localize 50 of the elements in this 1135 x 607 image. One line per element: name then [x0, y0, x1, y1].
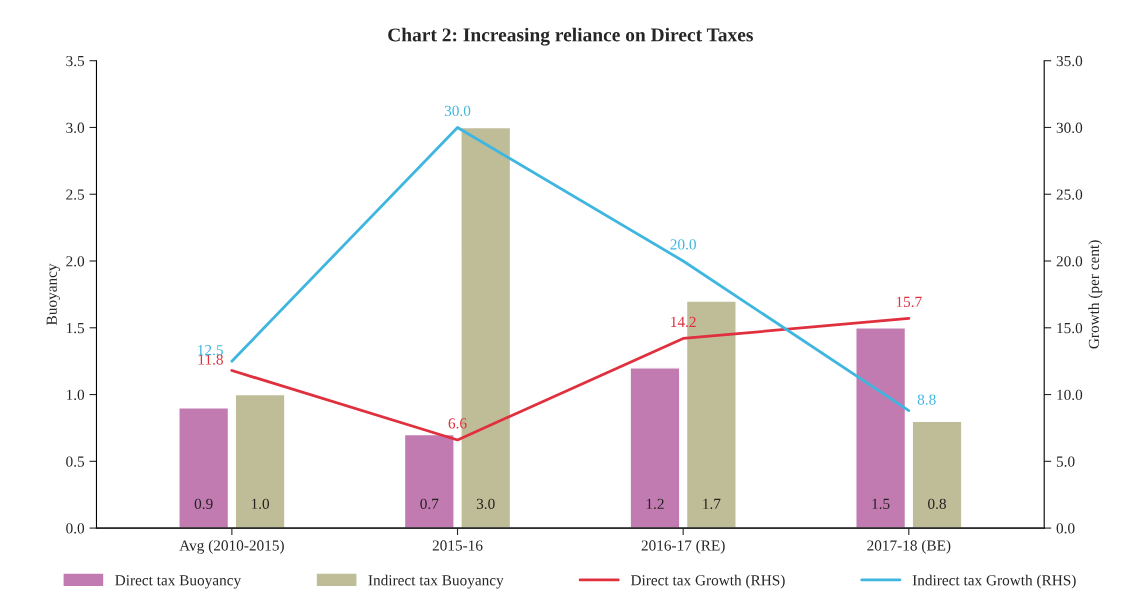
data-label: 14.2 — [671, 316, 696, 328]
x-tick-label: 2016-17 (RE) — [641, 539, 725, 554]
data-label: 0.7 — [420, 498, 439, 510]
data-label: 30.0 — [444, 105, 471, 117]
y-tick-label: 0.5 — [66, 456, 85, 467]
y-tick-label: 2.5 — [66, 189, 85, 200]
y2-tick-label: 5.0 — [1056, 456, 1075, 467]
data-label: 3.0 — [476, 498, 495, 510]
bar — [911, 420, 963, 529]
y2-tick-label: 15.0 — [1057, 322, 1083, 334]
y-tick-label: 1.5 — [66, 322, 85, 334]
y2-tick-label: 20.0 — [1056, 256, 1083, 267]
y-tick-label: 3.0 — [66, 122, 85, 133]
x-tick-label: 2015-16 — [432, 540, 483, 551]
y-tick-label: 1.0 — [66, 389, 85, 401]
x-tick-label: Avg (2010-2015) — [179, 539, 284, 554]
bar — [629, 367, 681, 529]
y-axis-title: Buoyancy — [46, 263, 61, 325]
data-label: 0.9 — [194, 498, 213, 510]
chart-title: Chart 2: Increasing reliance on Direct Taxes — [388, 27, 753, 46]
data-label: 11.8 — [198, 354, 223, 365]
legend-label: Direct tax Buoyancy — [115, 575, 242, 589]
data-label: 20.0 — [670, 239, 696, 250]
data-label: 8.8 — [917, 394, 936, 405]
bar — [403, 433, 455, 529]
y2-axis-title: Growth (per cent) — [1088, 240, 1103, 349]
legend-label: Direct tax Growth (RHS) — [630, 574, 785, 589]
y-tick-label: 3.5 — [66, 55, 85, 67]
data-label: 1.7 — [703, 498, 721, 510]
bar — [234, 393, 286, 529]
y-tick-label: 0.0 — [66, 523, 85, 534]
data-label: 1.5 — [872, 498, 890, 510]
legend-label: Indirect tax Growth (RHS) — [912, 574, 1076, 589]
data-label: 0.8 — [928, 498, 946, 510]
data-label: 6.6 — [448, 418, 467, 429]
y2-tick-label: 0.0 — [1056, 523, 1075, 534]
data-label: 1.0 — [251, 498, 270, 510]
y2-tick-label: 25.0 — [1056, 189, 1083, 200]
y2-tick-label: 30.0 — [1056, 122, 1083, 133]
x-tick-label: 2017-18 (BE) — [867, 539, 951, 554]
bar — [178, 407, 230, 529]
y2-tick-label: 35.0 — [1056, 55, 1083, 67]
legend-label: Indirect tax Buoyancy — [368, 574, 504, 589]
y-tick-label: 2.0 — [66, 256, 85, 267]
data-label: 1.2 — [646, 498, 664, 510]
data-label: 15.7 — [896, 296, 922, 308]
data-label: 12.5 — [198, 345, 223, 356]
y2-tick-label: 10.0 — [1057, 389, 1083, 401]
bar — [855, 327, 907, 529]
line-series — [230, 317, 911, 442]
